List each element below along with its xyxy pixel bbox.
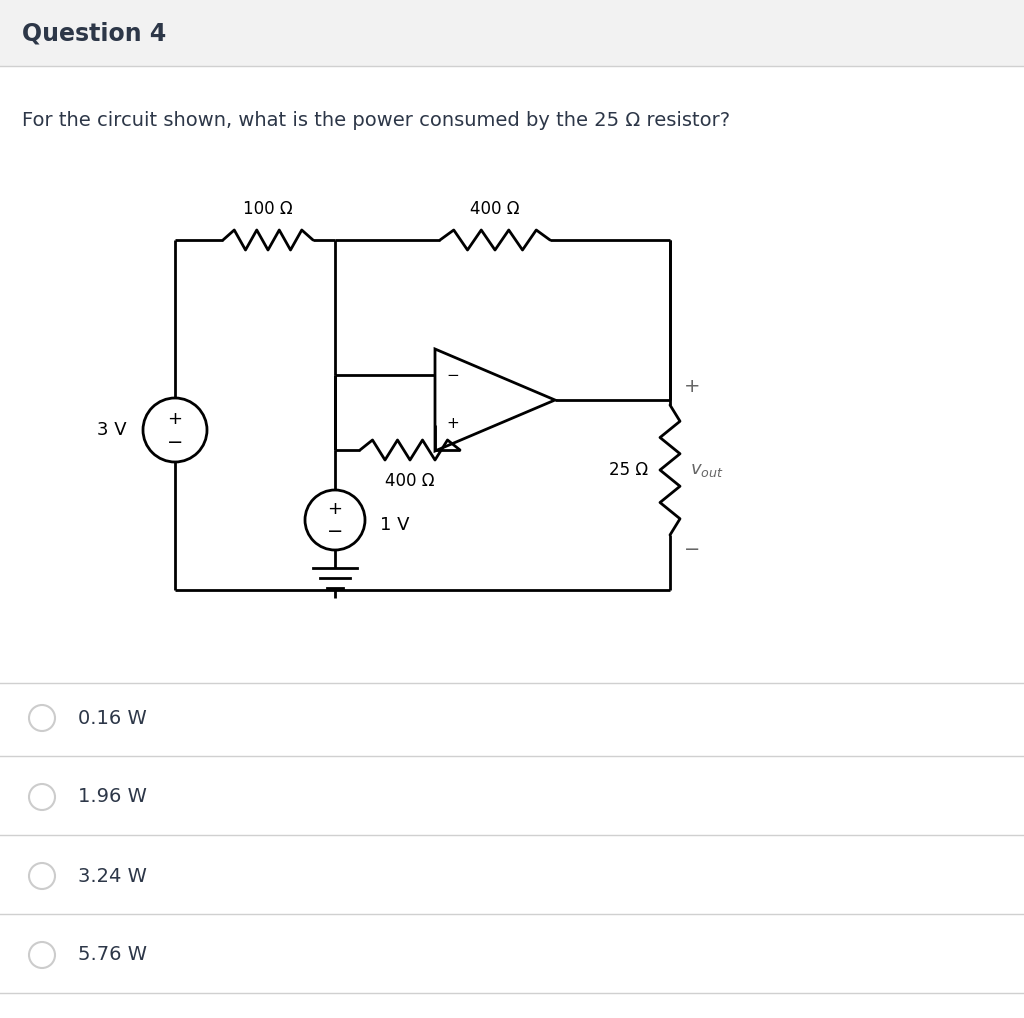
Text: 25 Ω: 25 Ω: [609, 461, 648, 479]
Text: $v_{out}$: $v_{out}$: [690, 461, 724, 479]
Text: 400 Ω: 400 Ω: [470, 200, 520, 218]
Text: −: −: [167, 433, 183, 452]
Text: 3 V: 3 V: [97, 421, 127, 439]
Text: +: +: [446, 416, 460, 432]
Text: +: +: [168, 410, 182, 428]
Text: +: +: [328, 501, 342, 518]
Text: 3.24 W: 3.24 W: [78, 866, 146, 886]
Text: 1.96 W: 1.96 W: [78, 788, 146, 806]
Text: 1 V: 1 V: [380, 516, 410, 534]
Text: 5.76 W: 5.76 W: [78, 946, 147, 964]
Text: +: +: [684, 378, 700, 396]
Text: For the circuit shown, what is the power consumed by the 25 Ω resistor?: For the circuit shown, what is the power…: [22, 111, 730, 129]
Text: 0.16 W: 0.16 W: [78, 709, 146, 728]
Text: 400 Ω: 400 Ω: [385, 472, 435, 490]
Text: 100 Ω: 100 Ω: [243, 200, 293, 218]
Bar: [0, 0, 1024, 66]
Text: −: −: [327, 522, 343, 541]
Text: Question 4: Question 4: [22, 21, 166, 45]
Text: −: −: [446, 369, 460, 384]
Text: −: −: [684, 540, 700, 559]
